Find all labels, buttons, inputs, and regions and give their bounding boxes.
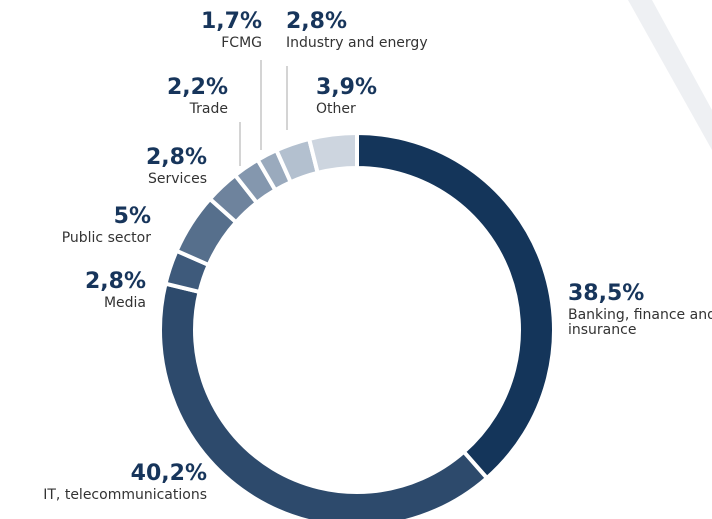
category-label: Services (147, 171, 207, 188)
label: 5% Public sector (11, 205, 151, 246)
decoration (628, 0, 712, 150)
label: 40,2% IT, telecommunications (0, 462, 207, 503)
value-label: 38,5% (568, 281, 645, 306)
label: 3,9% Other (316, 76, 416, 117)
value-label: 2,8% (84, 269, 146, 294)
wedge (306, 130, 359, 176)
label: 2,2% Trade (128, 76, 228, 117)
category-label: Trade (189, 101, 228, 118)
label: 38,5% Banking, finance and insurance (568, 282, 712, 337)
value-label: 3,9% (316, 75, 378, 100)
wedge (355, 130, 556, 481)
value-label: 2,8% (286, 9, 348, 34)
category-label: IT, telecommunications (43, 487, 207, 504)
category-label: Banking, finance and insurance (568, 307, 712, 338)
label: 1,7% FCMG (162, 10, 262, 51)
category-label: FCMG (221, 35, 262, 52)
wedge (158, 281, 490, 519)
value-label: 1,7% (200, 9, 262, 34)
label: 2,8% Media (26, 270, 146, 311)
category-label: Industry and energy (286, 35, 428, 52)
value-label: 40,2% (130, 461, 207, 486)
category-label: Media (103, 295, 146, 312)
label: 2,8% Services (87, 146, 207, 187)
category-label: Public sector (61, 230, 151, 247)
value-label: 5% (113, 204, 151, 229)
label: 2,8% Industry and energy (286, 10, 476, 51)
category-label: Other (316, 101, 356, 118)
value-label: 2,2% (166, 75, 228, 100)
value-label: 2,8% (145, 145, 207, 170)
